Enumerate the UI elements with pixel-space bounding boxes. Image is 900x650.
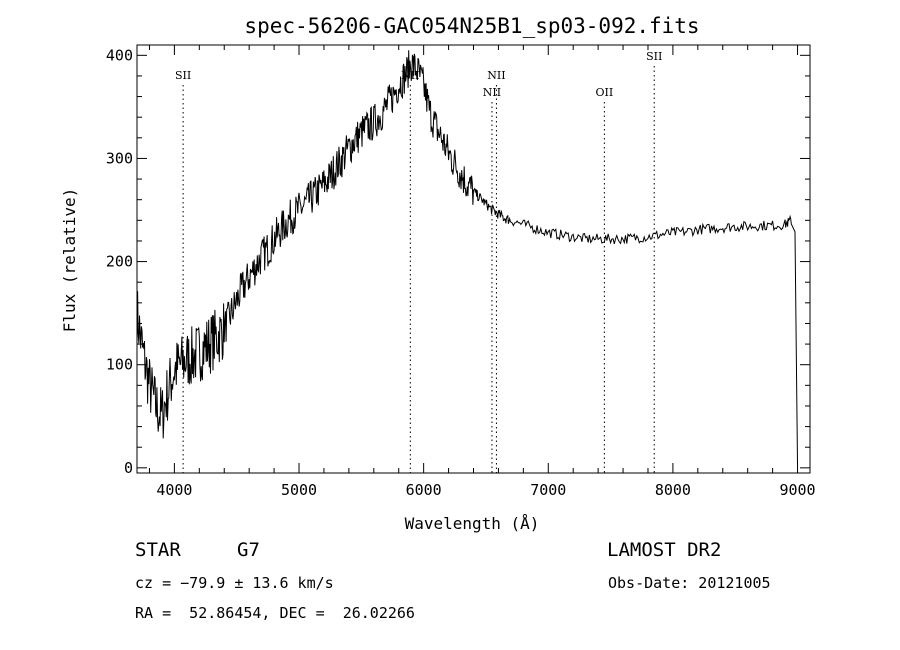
x-tick-label: 5000	[281, 481, 317, 499]
survey-label: LAMOST DR2	[607, 539, 722, 561]
y-axis-title: Flux (relative)	[60, 188, 79, 333]
plot-frame	[136, 44, 811, 474]
x-tick-label: 9000	[779, 481, 815, 499]
y-tick-label: 300	[106, 149, 133, 167]
y-tick-label: 100	[106, 356, 133, 374]
x-tick-label: 7000	[530, 481, 566, 499]
spectrum-line	[136, 50, 798, 465]
line-marker-label: NII	[487, 69, 505, 82]
y-tick-label: 400	[106, 46, 133, 64]
y-tick-label: 200	[106, 253, 133, 271]
x-tick-label: 6000	[406, 481, 442, 499]
x-axis-title: Wavelength (Å)	[405, 514, 540, 533]
line-marker-label: SII	[646, 50, 662, 63]
plot-area	[136, 50, 798, 465]
chart-title: spec-56206-GAC054N25B1_sp03-092.fits	[244, 14, 699, 38]
obs-date-label: Obs-Date: 20121005	[608, 574, 771, 592]
coordinates-label: RA = 52.86454, DEC = 26.02266	[135, 604, 415, 622]
object-class-label: STAR	[135, 539, 181, 561]
x-tick-label: 8000	[655, 481, 691, 499]
line-marker-label: OII	[596, 86, 614, 99]
axes: 4000 5000 6000 7000 8000 9000 0 100 200 300 400	[106, 44, 816, 499]
subclass-label: G7	[237, 539, 260, 561]
y-tick-label: 0	[124, 459, 133, 477]
line-marker-label: NII	[401, 69, 419, 82]
x-tick-label: 4000	[156, 481, 192, 499]
redshift-label: cz = −79.9 ± 13.6 km/s	[135, 574, 334, 592]
line-marker-label: NII	[483, 86, 501, 99]
emission-line-markers: SII NII NII NII OII SII	[175, 50, 662, 473]
line-marker-label: SII	[175, 69, 191, 82]
